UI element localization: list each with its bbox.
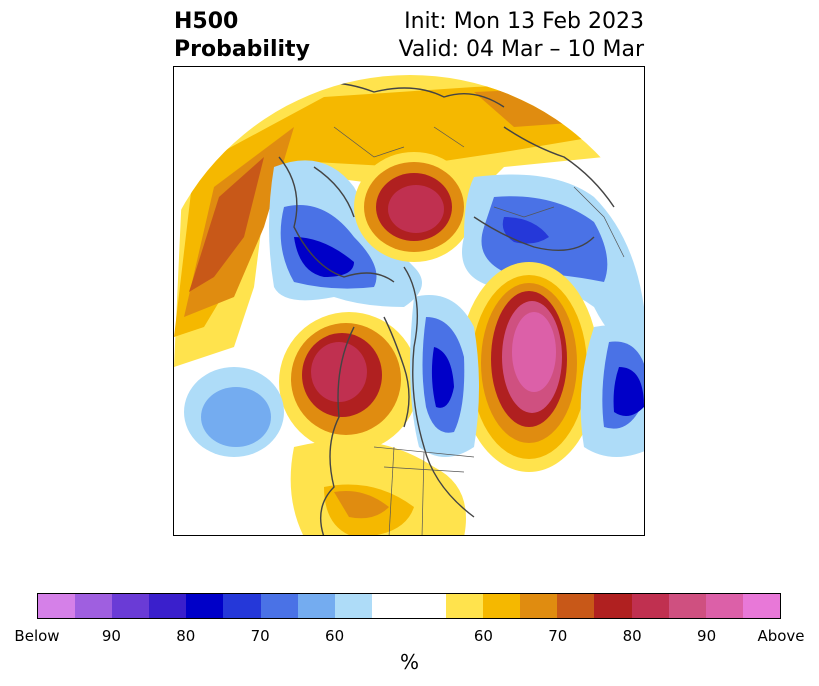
colorbar-swatch (334, 594, 372, 618)
colorbar-swatch (483, 594, 521, 618)
colorbar-swatch (408, 594, 447, 618)
colorbar-tick-label: 90 (101, 627, 121, 645)
region-above-canada-85 (311, 342, 367, 402)
colorbar-swatch (186, 594, 224, 618)
colorbar-swatch (520, 594, 558, 618)
colorbar-swatch (594, 594, 632, 618)
colorbar-tick-label: Below (14, 627, 60, 645)
region-above-us-70 (334, 491, 389, 519)
region-below-80-ne (294, 237, 354, 277)
colorbar-swatch (446, 594, 484, 618)
init-date: Init: Mon 13 Feb 2023 (404, 9, 644, 34)
colorbar-swatch (260, 594, 298, 618)
colorbar-swatch (38, 594, 76, 618)
colorbar-swatch (149, 594, 187, 618)
borders (333, 126, 625, 535)
region-below-80-far-east (613, 367, 644, 416)
map-dates: Init: Mon 13 Feb 2023 Valid: 04 Mar – 10… (399, 8, 644, 64)
valid-range: Valid: 04 Mar – 10 Mar (398, 37, 644, 62)
colorbar-ticks: Below 90 80 70 60 60 70 80 90 Above (14, 627, 804, 647)
colorbar-swatch (75, 594, 113, 618)
colorbar-tick-label: 60 (325, 627, 345, 645)
colorbar-tick-label: 80 (176, 627, 196, 645)
colorbar-tick-label: 70 (548, 627, 568, 645)
colorbar-tick-label: 70 (250, 627, 270, 645)
map-canvas (174, 75, 644, 535)
colorbar-swatch (705, 594, 743, 618)
region-below-75-east (502, 217, 549, 244)
colorbar-swatch (668, 594, 706, 618)
colorbar-tick-label: Above (757, 627, 805, 645)
region-below-65-pacific (201, 387, 271, 447)
title-product: Probability (174, 37, 310, 62)
colorbar-tick-label: 90 (697, 627, 717, 645)
colorbar-swatch (742, 594, 780, 618)
colorbar-units: % (399, 650, 419, 674)
region-above-pole-85 (388, 185, 444, 233)
probability-map (173, 66, 645, 536)
map-title: H500 Probability (174, 8, 310, 64)
colorbar-swatch (223, 594, 261, 618)
colorbar-swatch (371, 594, 409, 618)
colorbar-tick-label: 80 (622, 627, 642, 645)
colorbar-swatch (557, 594, 595, 618)
colorbar-swatch (297, 594, 335, 618)
colorbar (37, 593, 781, 619)
region-above-east-95 (512, 312, 556, 392)
region-below-80-na (431, 347, 454, 408)
colorbar-swatch (631, 594, 669, 618)
colorbar-swatch (112, 594, 150, 618)
title-variable: H500 (174, 9, 239, 34)
region-above-75-west (189, 157, 264, 292)
colorbar-tick-label: 60 (473, 627, 493, 645)
